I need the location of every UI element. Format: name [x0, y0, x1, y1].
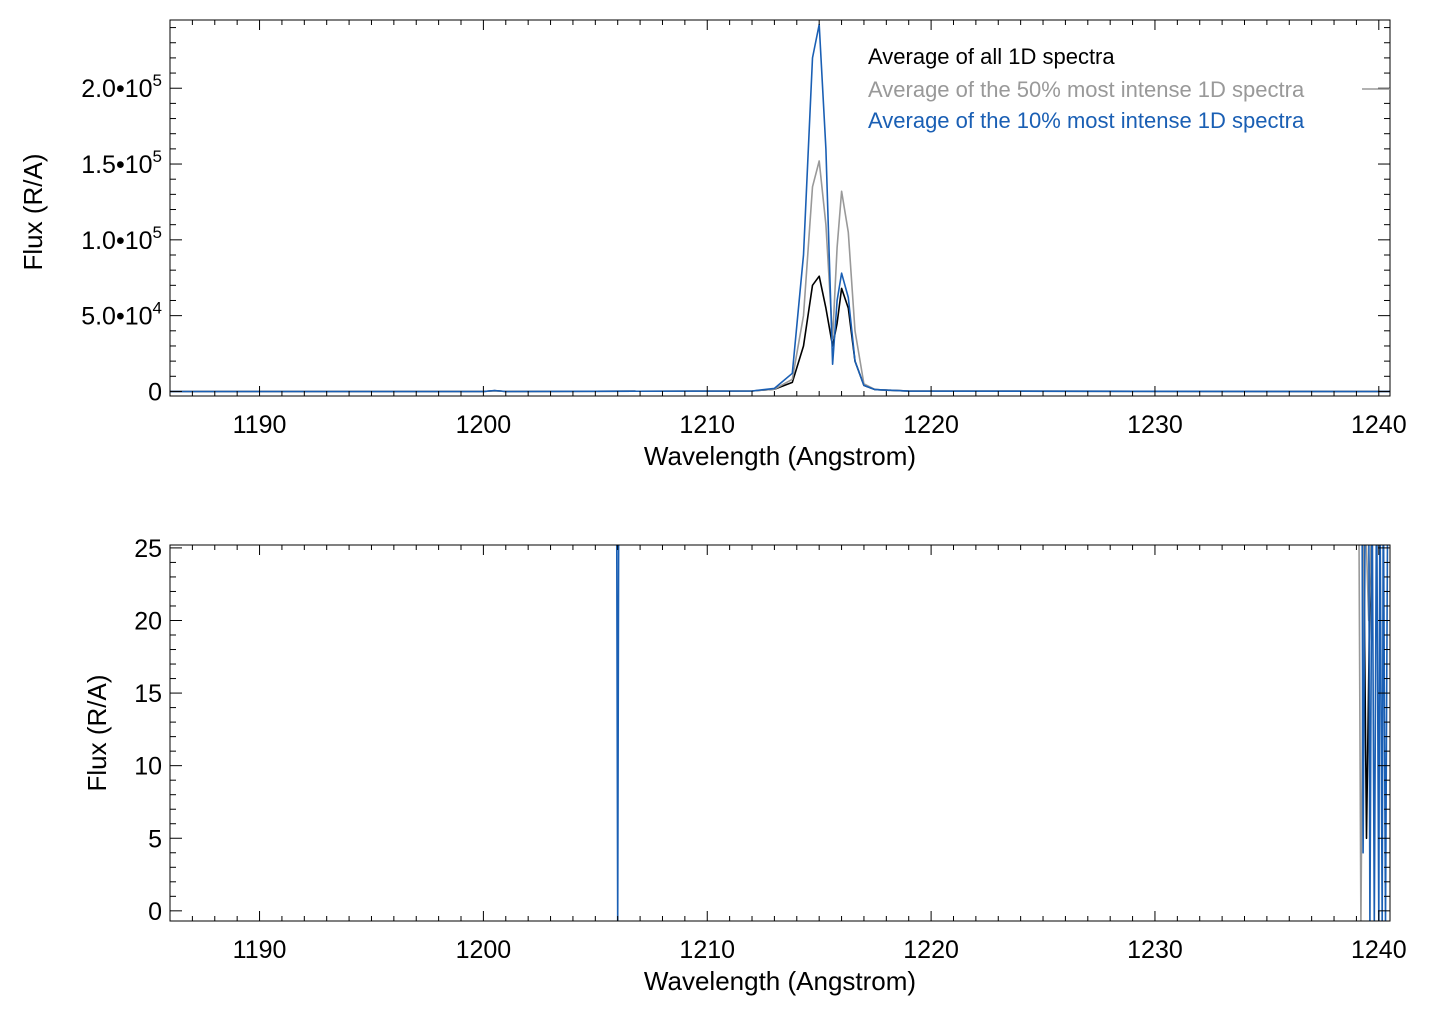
y-tick-label: 25	[134, 535, 162, 563]
bottom-panel: 1190 1200 1210 1220 1230 1240 0 5 10 15 20 25 Wavel…	[82, 535, 1407, 996]
y-tick-label: 0	[148, 378, 162, 406]
top-x-axis-title: Wavelength (Angstrom)	[644, 441, 916, 471]
series-line-top-1	[170, 160, 1390, 393]
bottom-plot-frame	[169, 544, 1391, 922]
x-tick-label: 1190	[233, 936, 287, 964]
y-tick-label: 10	[134, 753, 162, 781]
series-line-top-0	[170, 275, 1390, 393]
legend-entry-50pct: Average of the 50% most intense 1D spect…	[868, 77, 1305, 102]
x-tick-label: 1230	[1127, 411, 1183, 439]
x-tick-label: 1200	[456, 411, 512, 439]
top-panel: 1190 1200 1210 1220 1230 1240 0 5.0•104 1.0•105 1…	[18, 19, 1407, 471]
y-tick-label: 5	[148, 825, 162, 853]
y-tick-label: 0	[148, 898, 162, 926]
legend: Average of all 1D spectra Average of the…	[868, 44, 1390, 133]
legend-entry-all: Average of all 1D spectra	[868, 44, 1115, 69]
top-series-group	[170, 23, 1390, 393]
y-tick-label: 15	[134, 680, 162, 708]
x-tick-label: 1240	[1351, 936, 1407, 964]
bottom-ticks: 1190 1200 1210 1220 1230 1240 0 5 10 15 20 25	[134, 535, 1406, 964]
legend-entry-10pct: Average of the 10% most intense 1D spect…	[868, 108, 1305, 133]
bottom-x-axis-title: Wavelength (Angstrom)	[644, 966, 916, 996]
x-tick-label: 1240	[1351, 411, 1407, 439]
top-y-axis-title: Flux (R/A)	[18, 154, 48, 271]
series-line-top-2	[170, 23, 1390, 393]
bottom-series-group	[615, 545, 1389, 921]
top-ticks: 1190 1200 1210 1220 1230 1240 0 5.0•104 1.0•105 1…	[81, 20, 1407, 439]
x-tick-label: 1210	[679, 936, 735, 964]
x-tick-label: 1210	[679, 411, 735, 439]
bottom-y-axis-title: Flux (R/A)	[82, 675, 112, 792]
series-line-bottom-2	[615, 545, 1389, 921]
y-tick-label: 5.0•104	[81, 299, 162, 331]
y-tick-label: 1.0•105	[81, 223, 162, 255]
x-tick-label: 1230	[1127, 936, 1183, 964]
series-line-bottom-1	[1358, 545, 1372, 921]
x-tick-label: 1220	[903, 936, 959, 964]
x-tick-label: 1190	[233, 411, 287, 439]
y-tick-label: 2.0•105	[81, 71, 162, 103]
x-tick-label: 1220	[903, 411, 959, 439]
y-tick-label: 1.5•105	[81, 147, 162, 179]
y-tick-label: 20	[134, 607, 162, 635]
top-plot-frame	[169, 19, 1391, 397]
x-tick-label: 1200	[456, 936, 512, 964]
